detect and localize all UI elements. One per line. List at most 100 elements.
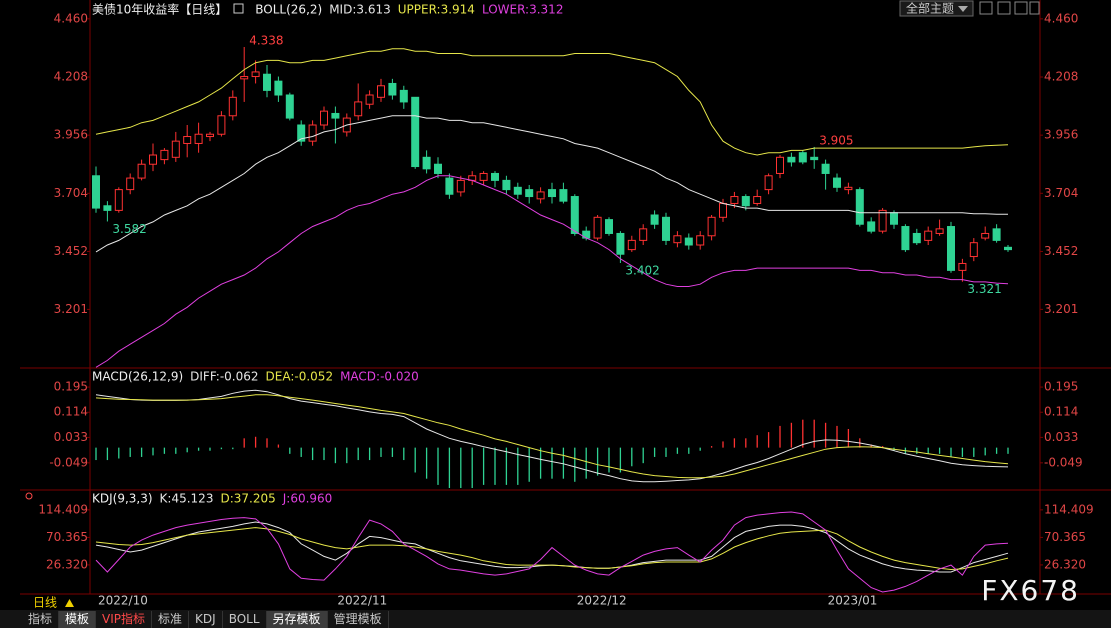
candle-body [160, 149, 169, 161]
period-label[interactable]: 日线 [33, 596, 57, 610]
candle-body [890, 212, 898, 225]
extreme-label: 3.905 [819, 133, 853, 147]
candle-body [605, 219, 613, 234]
candle-body [627, 239, 636, 251]
y-tick-label: 0.033 [54, 430, 88, 444]
bottom-tab[interactable]: BOLL [223, 611, 267, 628]
candle-body [206, 133, 214, 138]
candle-body [491, 172, 499, 181]
kdj-icon [25, 492, 33, 500]
indicator-line [95, 511, 1009, 593]
x-tick-label: 2022/10 [98, 594, 148, 608]
candle-body [274, 80, 283, 96]
watermark: FX678 [981, 574, 1080, 607]
y-tick-label: -0.049 [49, 455, 88, 469]
legend-entry: D:37.205 [220, 492, 275, 506]
y-tick-label: 70.365 [1044, 530, 1086, 544]
y-tick-label: 4.460 [54, 11, 88, 25]
bottom-tab[interactable]: 标准 [152, 611, 190, 628]
candle-body [821, 163, 830, 174]
candle-body [548, 189, 556, 198]
y-tick-label: 70.365 [46, 530, 88, 544]
toolbar: 全部主题 [899, 0, 1040, 17]
chart-title: 美债10年收益率【日线】 [92, 2, 227, 17]
candle-body [251, 71, 260, 78]
indicator-icon [233, 3, 244, 14]
bottom-tab[interactable]: 指标 [22, 611, 60, 628]
candle-body [776, 156, 784, 174]
icon-button[interactable] [1014, 1, 1028, 15]
legend-entry: MID:3.613 [329, 3, 391, 17]
y-tick-label: 4.460 [1044, 11, 1078, 25]
candle-body [445, 177, 454, 195]
candle-body [935, 228, 944, 234]
legend-entry: DIFF:-0.062 [190, 370, 258, 384]
y-tick-label: 3.956 [1044, 128, 1078, 142]
candle-body [730, 196, 739, 204]
candle-body [764, 175, 773, 191]
indicator-line [95, 175, 1009, 368]
bottom-tab[interactable]: 管理模板 [328, 611, 389, 628]
candle-body [149, 154, 157, 165]
candle-body [502, 179, 511, 191]
indicator-line [95, 389, 1009, 483]
theme-dropdown[interactable] [899, 0, 974, 17]
candle-body [570, 196, 579, 234]
candle-body [103, 205, 112, 211]
candle-body [867, 221, 876, 232]
candle-body [228, 96, 237, 117]
bottom-tab[interactable]: 另存模板 [266, 611, 328, 628]
legend-entry: K:45.123 [160, 492, 214, 506]
candle-body [855, 189, 864, 225]
legend-entry: LOWER:3.312 [482, 3, 564, 17]
candle-body [422, 156, 431, 170]
y-tick-label: 3.201 [1044, 302, 1078, 316]
candle-body [434, 163, 442, 174]
candle-body [947, 226, 955, 271]
indicator-label: KDJ(9,3,3) [92, 492, 153, 506]
x-tick-label: 2022/12 [577, 594, 627, 608]
y-tick-label: 114.409 [38, 502, 88, 516]
candle-body [320, 110, 328, 126]
y-tick-label: 3.452 [54, 244, 88, 258]
candle-body [924, 230, 933, 241]
candle-body [263, 73, 271, 91]
candle-body [969, 242, 978, 258]
legend-entry: MACD:-0.020 [340, 370, 419, 384]
y-tick-label: 26.320 [46, 557, 88, 571]
y-tick-label: 0.114 [1044, 405, 1078, 419]
bottom-tab[interactable]: 模板 [59, 611, 97, 628]
candle-body [240, 76, 249, 80]
candle-body [639, 228, 648, 241]
extreme-label: 3.321 [967, 282, 1001, 296]
candle-body [707, 216, 716, 237]
y-tick-label: 26.320 [1044, 557, 1086, 571]
y-tick-label: 0.195 [1044, 380, 1078, 394]
theme-label: 全部主题 [906, 1, 954, 16]
x-tick-label: 2023/01 [828, 594, 878, 608]
candle-body [981, 232, 990, 239]
candle-body [719, 202, 727, 218]
y-tick-label: 3.704 [54, 186, 88, 200]
candle-body [810, 156, 819, 161]
candle-body [696, 235, 705, 246]
y-tick-label: 3.956 [54, 128, 88, 142]
candle-body [308, 124, 317, 142]
icon-button[interactable] [979, 1, 993, 15]
extreme-label: 3.402 [625, 264, 659, 278]
icon-button[interactable] [997, 1, 1011, 15]
indicator-line [95, 394, 1009, 479]
indicator-label: BOLL(26,2) [255, 3, 322, 17]
candle-body [662, 216, 670, 241]
bottom-tab[interactable]: KDJ [189, 611, 223, 628]
icon-button[interactable] [1029, 1, 1040, 15]
candle-body [559, 189, 568, 202]
candle-body [593, 216, 602, 239]
candle-body [354, 101, 363, 117]
tab-row: 指标 模板 VIP指标 标准 KDJ BOLL 另存模板 管理模板 [22, 611, 389, 628]
candle-body [92, 175, 100, 209]
bottom-tab[interactable]: VIP指标 [96, 611, 153, 628]
candle-body [878, 209, 887, 232]
